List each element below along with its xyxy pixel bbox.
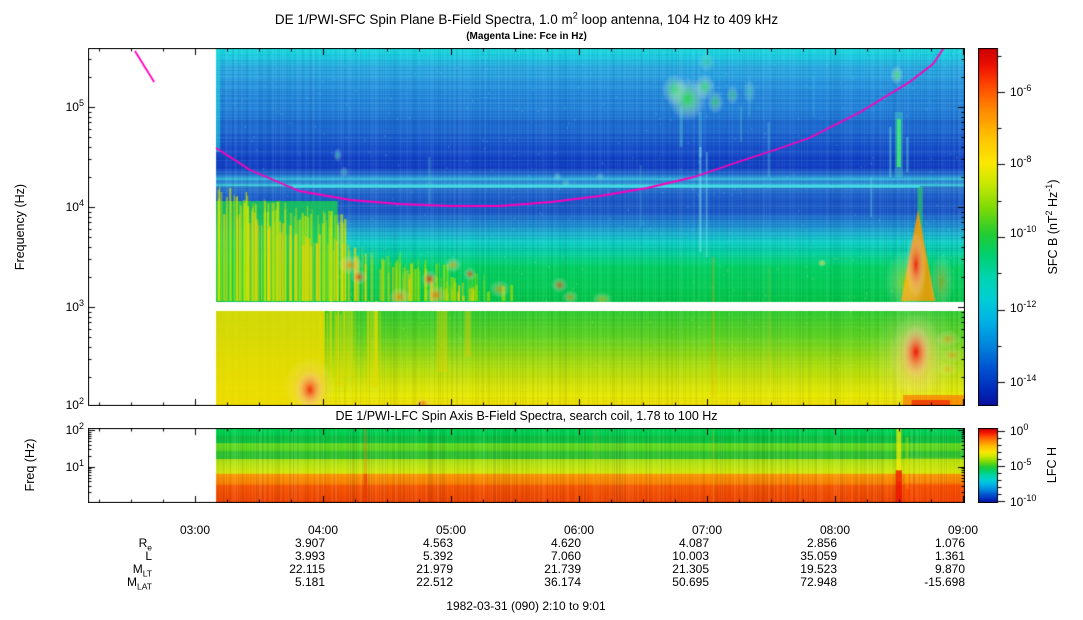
sfc-y-axis-label: Frequency (Hz) xyxy=(13,183,27,271)
lfc-ytick-1e1: 101 xyxy=(65,458,84,475)
sfc-colorbar-canvas xyxy=(978,48,1008,406)
page-title: DE 1/PWI-SFC Spin Plane B-Field Spectra,… xyxy=(274,10,779,27)
xtick-0400: 04:00 xyxy=(307,523,339,537)
eph-value-mlt-4: 21.305 xyxy=(672,562,709,576)
lfc-spectrogram-canvas xyxy=(88,428,965,503)
sfc-cbar-tick-1e-8: 10-8 xyxy=(1010,154,1032,171)
xtick-0700: 07:00 xyxy=(691,523,723,537)
sfc-ytick-1e5: 105 xyxy=(65,98,84,115)
eph-value-re-1: 3.907 xyxy=(294,536,325,550)
sfc-cbar-tick-1e-12: 10-12 xyxy=(1010,299,1037,316)
eph-row-label-l: L xyxy=(145,549,152,563)
eph-value-mlt-1: 22.115 xyxy=(289,562,325,576)
sfc-cbar-tick-1e-14: 10-14 xyxy=(1010,373,1037,390)
lfc-cbar-tick-1e0: 100 xyxy=(1010,422,1029,439)
eph-value-l-1: 3.993 xyxy=(294,549,325,563)
eph-value-l-2: 5.392 xyxy=(422,549,453,563)
eph-value-l-4: 10.003 xyxy=(672,549,709,563)
xtick-0500: 05:00 xyxy=(435,523,467,537)
xtick-0600: 06:00 xyxy=(563,523,595,537)
eph-value-mlt-3: 21.739 xyxy=(544,562,581,576)
sfc-ytick-1e2: 102 xyxy=(65,396,84,413)
eph-value-re-6: 1.076 xyxy=(934,536,965,550)
footer-date-range: 1982-03-31 (090) 2:10 to 9:01 xyxy=(446,599,606,613)
eph-value-mlat-4: 50.695 xyxy=(672,575,709,589)
lfc-cbar-tick-1e-5: 10-5 xyxy=(1010,457,1032,474)
xtick-0900: 09:00 xyxy=(947,523,979,537)
eph-value-l-6: 1.361 xyxy=(934,549,965,563)
sfc-spectrogram-canvas xyxy=(88,48,965,406)
eph-value-mlt-6: 9.870 xyxy=(934,562,965,576)
eph-value-re-2: 4.563 xyxy=(422,536,453,550)
eph-value-l-3: 7.060 xyxy=(550,549,581,563)
page-subtitle: (Magenta Line: Fce in Hz) xyxy=(466,31,587,42)
eph-value-re-3: 4.620 xyxy=(550,536,581,550)
xtick-0300: 03:00 xyxy=(179,523,211,537)
xtick-0800: 08:00 xyxy=(819,523,851,537)
eph-value-mlat-2: 22.512 xyxy=(416,575,453,589)
sfc-ytick-1e3: 103 xyxy=(65,298,84,315)
eph-value-re-4: 4.087 xyxy=(678,536,709,550)
lfc-colorbar-canvas xyxy=(978,428,1008,503)
eph-value-l-5: 35.059 xyxy=(800,549,837,563)
eph-row-label-re: Re xyxy=(138,536,152,553)
eph-value-mlat-1: 5.181 xyxy=(294,575,325,589)
lfc-cbar-tick-1e-10: 10-10 xyxy=(1010,493,1037,510)
eph-row-label-mlat: MLAT xyxy=(127,575,152,592)
sfc-cbar-tick-1e-6: 10-6 xyxy=(1010,83,1032,100)
eph-row-label-mlt: MLT xyxy=(132,562,152,579)
eph-value-re-5: 2.856 xyxy=(806,536,837,550)
sfc-cbar-tick-1e-10: 10-10 xyxy=(1010,224,1037,241)
lfc-title: DE 1/PWI-LFC Spin Axis B-Field Spectra, … xyxy=(335,409,718,423)
eph-value-mlat-5: 72.948 xyxy=(800,575,837,589)
lfc-ytick-1e2: 102 xyxy=(65,421,84,438)
sfc-ytick-1e4: 104 xyxy=(65,198,84,215)
eph-value-mlat-6: -15.698 xyxy=(924,575,965,589)
eph-value-mlat-3: 36.174 xyxy=(544,575,581,589)
eph-value-mlt-2: 21.979 xyxy=(416,562,453,576)
eph-value-mlt-5: 19.523 xyxy=(800,562,837,576)
